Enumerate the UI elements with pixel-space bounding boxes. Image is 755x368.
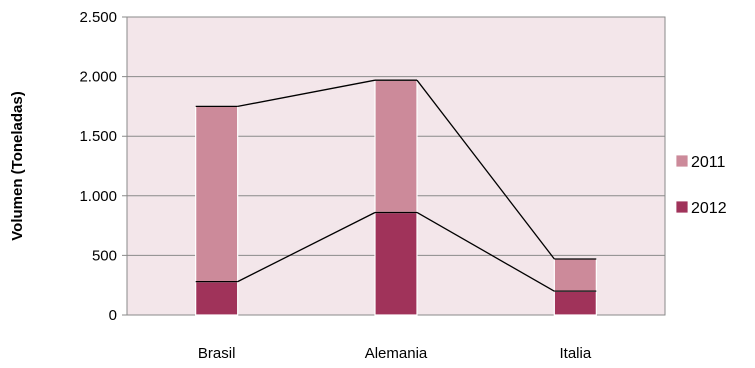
y-tick-label: 2.000 — [79, 69, 117, 86]
x-tick-label: Italia — [559, 345, 591, 362]
bar-2011-alemania — [374, 79, 418, 214]
connector-line-2012 — [237, 211, 376, 283]
connector-line-2011 — [416, 79, 555, 260]
legend-label-2011: 2011 — [691, 154, 726, 171]
y-tick-label: 1.500 — [79, 128, 117, 145]
y-tick-label: 2.500 — [79, 9, 117, 26]
bar-2011-brasil — [195, 105, 239, 283]
bar-2012-brasil — [195, 281, 239, 316]
y-tick-label: 1.000 — [79, 188, 117, 205]
bar-2012-italia — [553, 290, 597, 316]
x-axis-ticks: Brasil Alemania Italia — [198, 345, 592, 362]
x-tick-label: Brasil — [198, 345, 236, 362]
y-tick-label: 500 — [92, 247, 117, 264]
legend-label-2012: 2012 — [691, 200, 727, 217]
legend: 2011 2012 — [675, 154, 727, 217]
connector-lines — [195, 79, 597, 292]
y-axis-label: Volumen (Toneladas) — [9, 91, 26, 240]
connector-line-2012 — [416, 211, 555, 292]
bar-2012-alemania — [374, 211, 418, 316]
legend-swatch-2012 — [675, 200, 689, 214]
y-tick-label: 0 — [109, 307, 117, 324]
x-tick-label: Alemania — [365, 345, 428, 362]
bar-2011-italia — [553, 258, 597, 292]
legend-swatch-2011 — [675, 154, 689, 168]
y-axis-ticks: 0 500 1.000 1.500 2.000 2.500 — [79, 9, 117, 324]
connector-line-2011 — [237, 79, 376, 108]
